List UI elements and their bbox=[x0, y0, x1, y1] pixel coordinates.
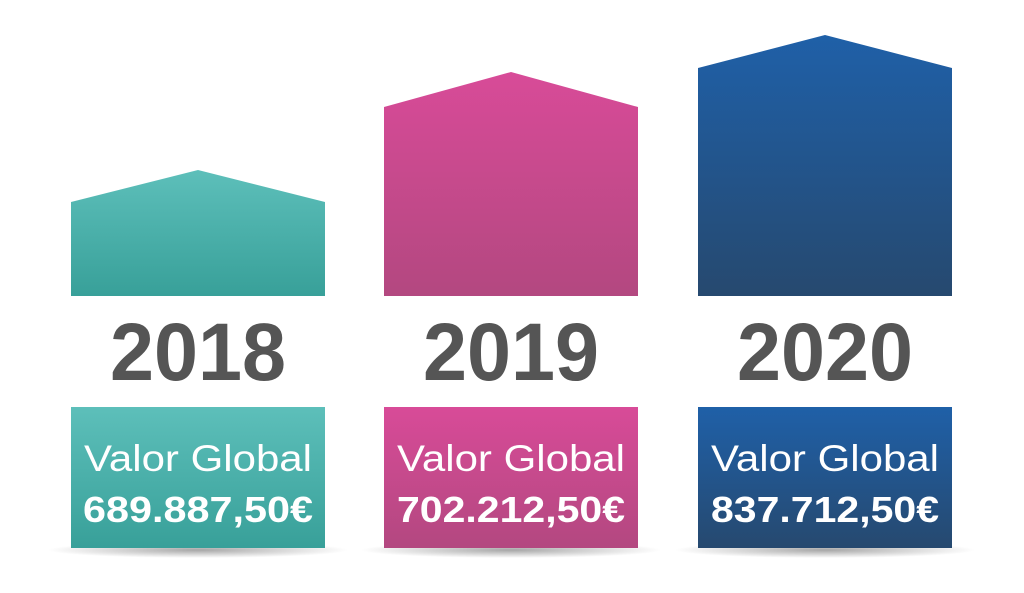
year-band bbox=[384, 296, 638, 407]
house-roof bbox=[698, 35, 952, 296]
year: 2020 bbox=[737, 307, 913, 398]
column-2019: 2019 Valor Global 702.212,50€ bbox=[361, 72, 661, 558]
house-roof bbox=[384, 72, 638, 296]
value-box bbox=[71, 407, 325, 548]
year: 2019 bbox=[423, 307, 599, 398]
label: Valor Global bbox=[84, 438, 312, 479]
column-2020: 2020 Valor Global 837.712,50€ bbox=[675, 35, 975, 558]
value-box bbox=[384, 407, 638, 548]
label: Valor Global bbox=[711, 438, 939, 479]
column-2018: 2018 Valor Global 689.887,50€ bbox=[48, 170, 348, 558]
value: 837.712,50€ bbox=[711, 489, 939, 530]
year-band bbox=[698, 296, 952, 407]
value-box bbox=[698, 407, 952, 548]
value: 689.887,50€ bbox=[83, 489, 313, 530]
label: Valor Global bbox=[397, 438, 625, 479]
year: 2018 bbox=[110, 307, 286, 398]
house-roof bbox=[71, 170, 325, 296]
value: 702.212,50€ bbox=[397, 489, 625, 530]
year-band bbox=[71, 296, 325, 407]
